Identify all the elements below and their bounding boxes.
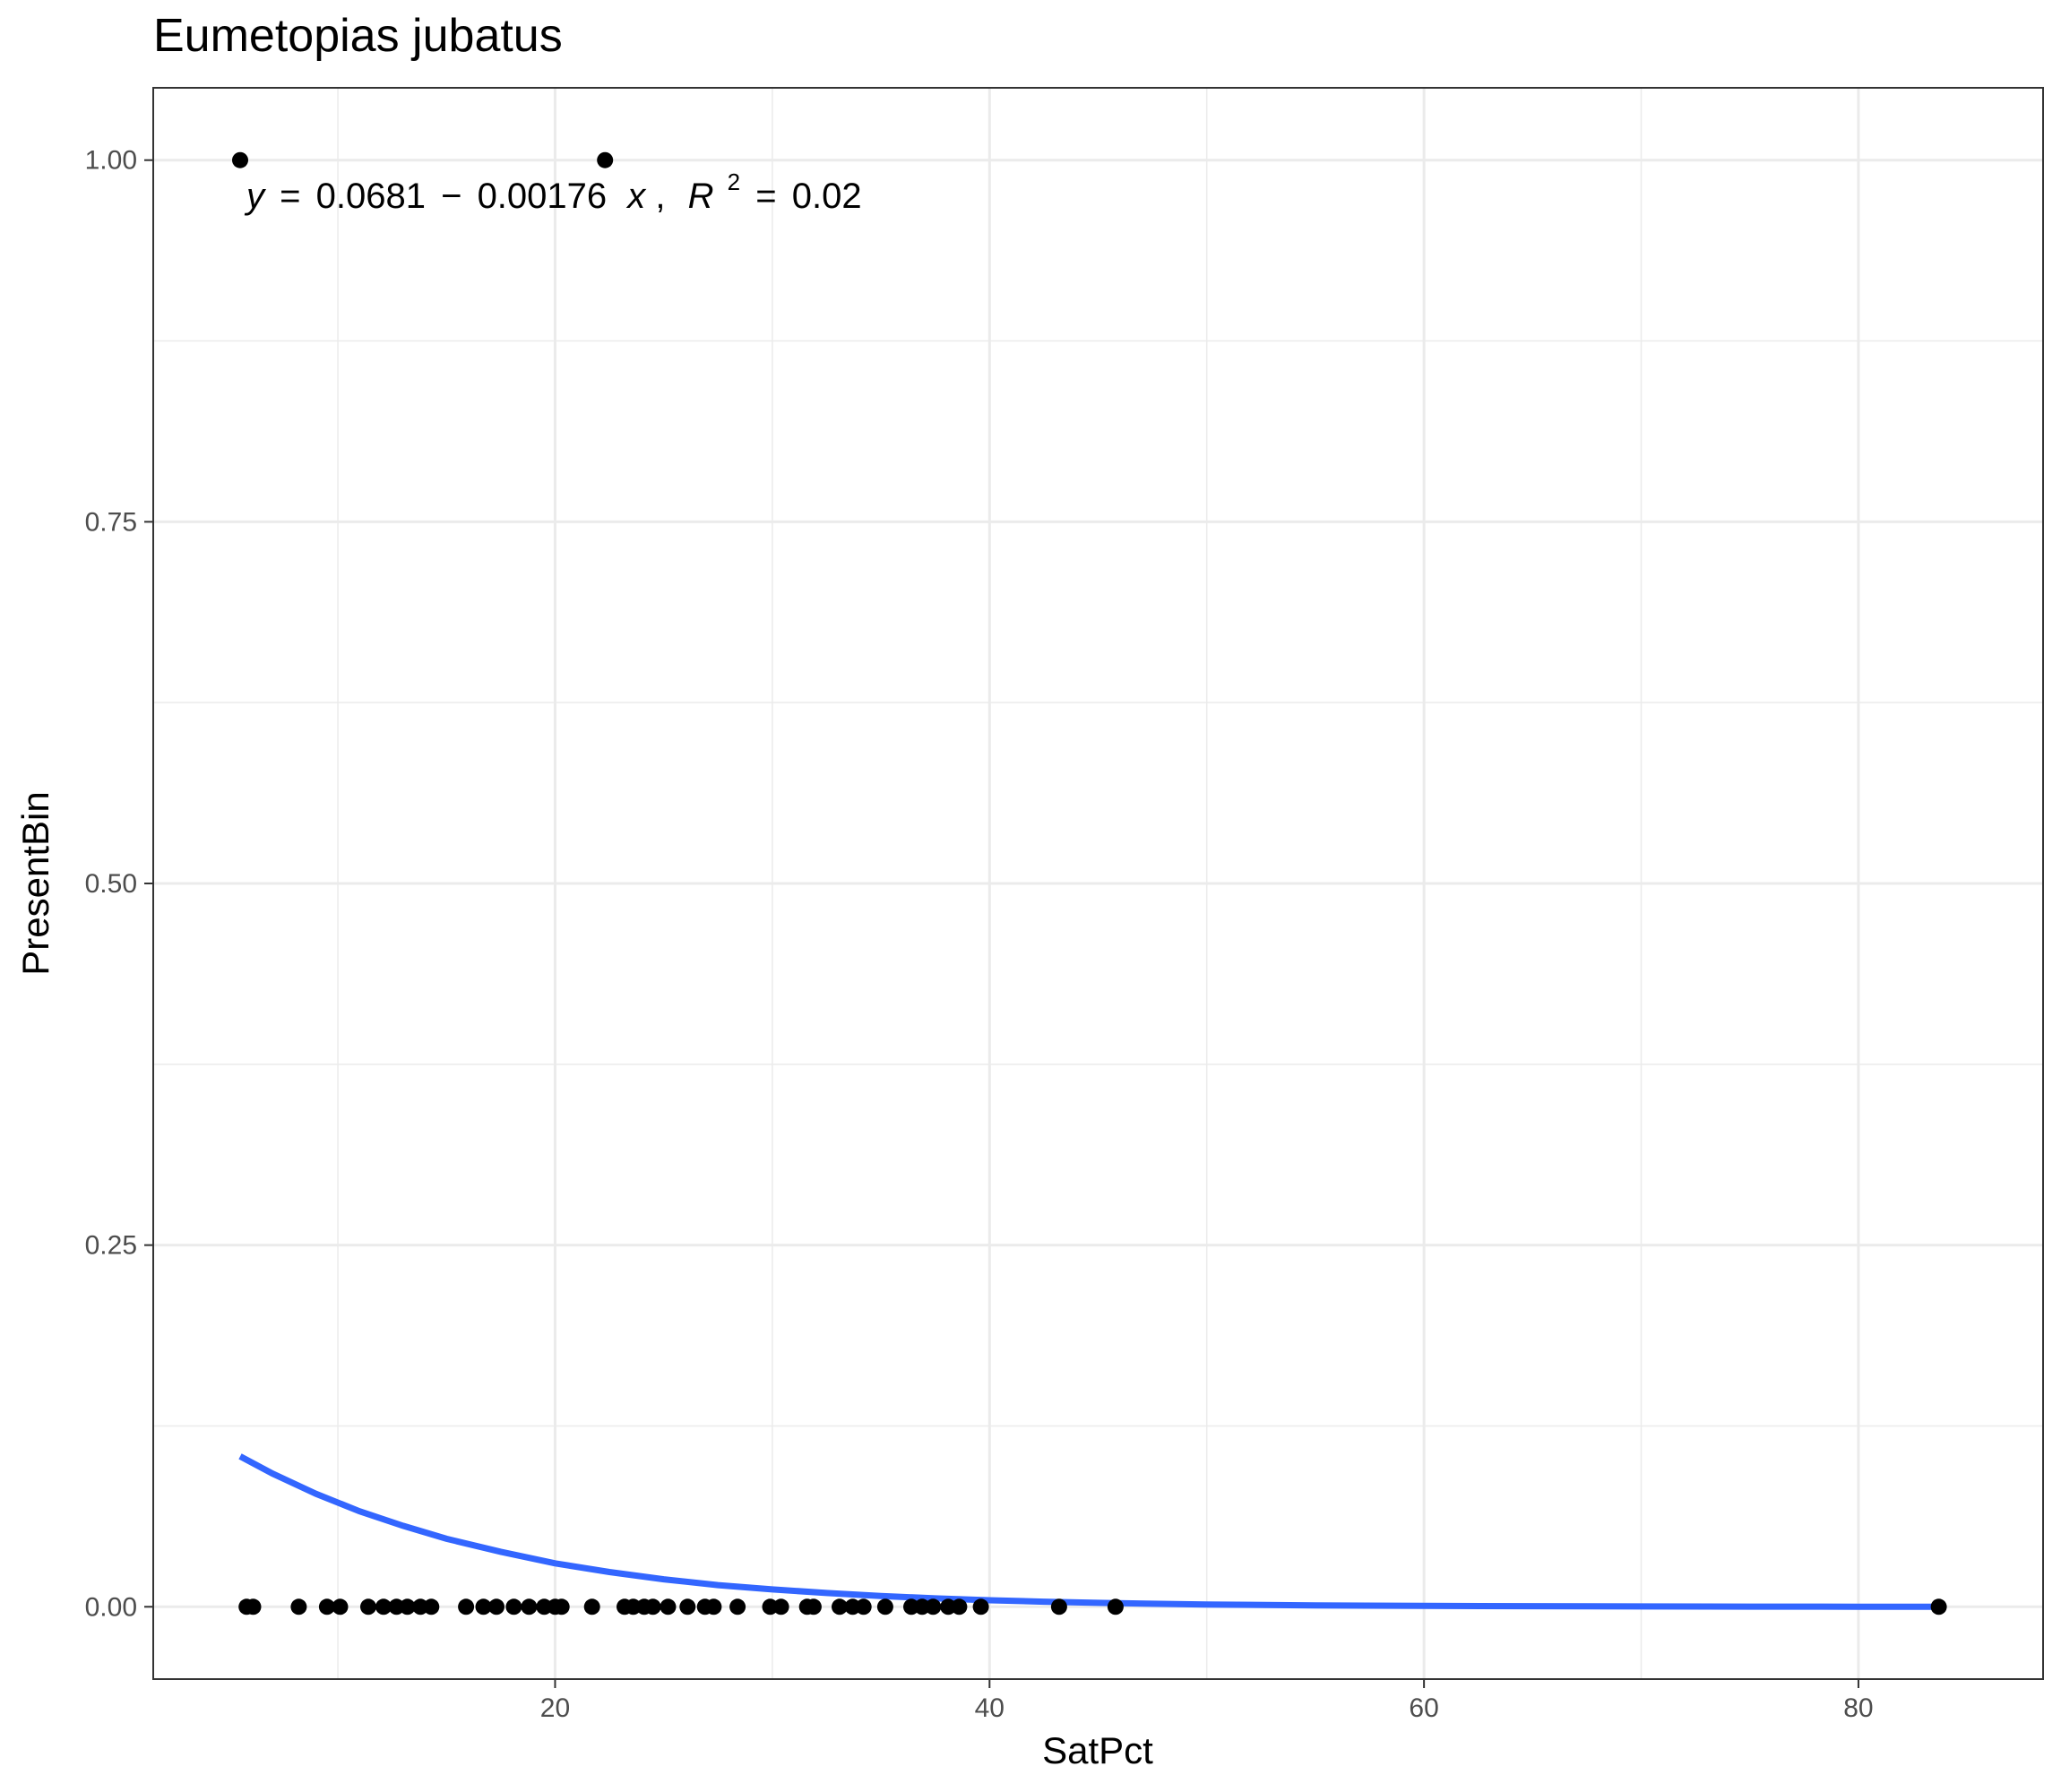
eq-minus: − — [441, 177, 461, 216]
x-tick-label: 20 — [540, 1693, 570, 1723]
data-point — [1050, 1598, 1067, 1615]
data-point — [290, 1598, 307, 1615]
regression-equation: y = 0.0681 − 0.00176 x , R 2 = 0.02 — [244, 159, 862, 216]
data-point — [660, 1598, 677, 1615]
data-point — [1107, 1598, 1124, 1615]
data-point — [705, 1598, 722, 1615]
fit-curve-layer — [238, 1453, 1939, 1610]
x-axis-title: SatPct — [1042, 1729, 1153, 1771]
data-point — [360, 1598, 376, 1615]
data-point — [597, 151, 614, 168]
eq-r2-exp: 2 — [728, 168, 740, 195]
y-tick-label: 0.75 — [85, 507, 137, 537]
eq-equals-2: = — [755, 177, 776, 216]
data-point — [332, 1598, 349, 1615]
data-point — [375, 1598, 392, 1615]
chart-title: Eumetopias jubatus — [153, 10, 563, 62]
x-tick-label: 60 — [1409, 1693, 1438, 1723]
data-point — [318, 1598, 335, 1615]
eq-equals-1: = — [280, 177, 300, 216]
eq-separator: , — [655, 177, 665, 216]
data-point — [855, 1598, 872, 1615]
y-tick-label: 0.00 — [85, 1592, 137, 1622]
data-point — [951, 1598, 968, 1615]
data-point — [458, 1598, 475, 1615]
points-layer — [232, 151, 1947, 1615]
data-point — [399, 1598, 416, 1615]
data-point — [583, 1598, 600, 1615]
data-point — [972, 1598, 989, 1615]
eq-y-var: y — [244, 177, 267, 216]
eq-r2-label: R — [688, 177, 714, 216]
data-point — [644, 1598, 661, 1615]
data-point — [805, 1598, 822, 1615]
data-point — [232, 151, 248, 168]
fit-curve-line — [238, 1453, 1939, 1610]
data-point — [876, 1598, 893, 1615]
data-point — [423, 1598, 440, 1615]
regression-annotation: y = 0.0681 − 0.00176 x , R 2 = 0.02 — [244, 159, 862, 216]
data-point — [832, 1598, 848, 1615]
eq-x-var: x — [625, 177, 647, 216]
data-point — [925, 1598, 942, 1615]
eq-intercept: 0.0681 — [316, 177, 426, 216]
data-point — [488, 1598, 504, 1615]
data-point — [475, 1598, 492, 1615]
eq-r2-value: 0.02 — [792, 177, 862, 216]
data-point — [679, 1598, 696, 1615]
axes-layer: 20 40 60 80 0.00 0.25 0.50 0.75 1.00 — [85, 146, 1874, 1723]
data-point — [521, 1598, 538, 1615]
y-tick-label: 0.25 — [85, 1231, 137, 1261]
data-point — [245, 1598, 262, 1615]
data-point — [729, 1598, 746, 1615]
x-tick-label: 40 — [975, 1693, 1005, 1723]
y-tick-label: 1.00 — [85, 146, 137, 176]
data-point — [1930, 1598, 1947, 1615]
data-point — [505, 1598, 522, 1615]
data-point — [553, 1598, 570, 1615]
y-axis-title: PresentBin — [14, 791, 56, 975]
data-point — [772, 1598, 789, 1615]
eq-slope: 0.00176 — [478, 177, 608, 216]
x-tick-label: 80 — [1843, 1693, 1873, 1723]
y-tick-label: 0.50 — [85, 869, 137, 899]
